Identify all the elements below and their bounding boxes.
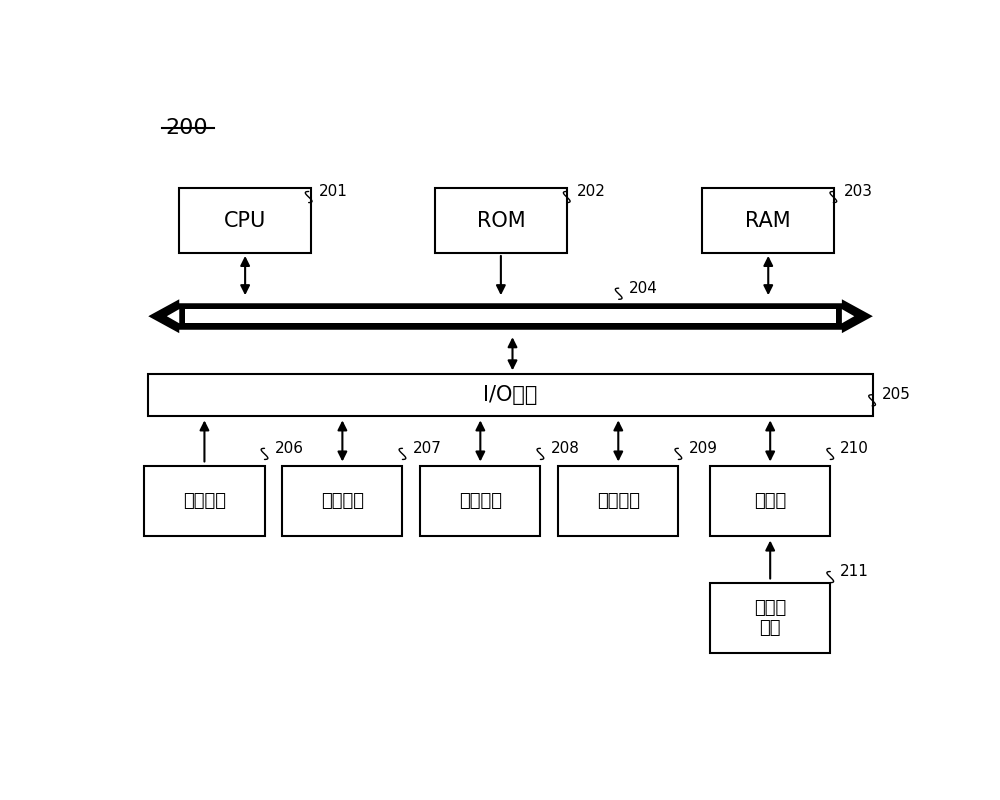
Text: I/O接口: I/O接口 (483, 386, 538, 406)
Text: 输出部分: 输出部分 (321, 492, 364, 510)
Text: 驱动器: 驱动器 (754, 492, 786, 510)
Text: 210: 210 (840, 441, 869, 456)
Text: 207: 207 (413, 441, 441, 456)
Text: 可拆卸
介质: 可拆卸 介质 (754, 598, 786, 638)
Polygon shape (842, 299, 873, 333)
Text: 208: 208 (550, 441, 579, 456)
Text: RAM: RAM (745, 210, 791, 230)
Text: 206: 206 (275, 441, 304, 456)
Text: 201: 201 (319, 184, 348, 199)
Text: 203: 203 (843, 184, 872, 199)
Bar (185, 310, 836, 323)
Bar (710, 582, 830, 654)
Bar (144, 466, 264, 537)
Text: CPU: CPU (224, 210, 266, 230)
Text: 202: 202 (577, 184, 606, 199)
Text: 209: 209 (688, 441, 717, 456)
Bar (710, 466, 830, 537)
Bar (558, 466, 678, 537)
Bar (179, 189, 311, 253)
Bar (435, 189, 567, 253)
Text: 211: 211 (840, 564, 869, 579)
Bar (179, 304, 842, 328)
Text: 通信部分: 通信部分 (597, 492, 640, 510)
Polygon shape (167, 309, 179, 323)
Polygon shape (148, 299, 179, 333)
Bar (702, 189, 834, 253)
Text: 储存部分: 储存部分 (459, 492, 502, 510)
Text: ROM: ROM (477, 210, 525, 230)
Polygon shape (842, 309, 854, 323)
Text: 205: 205 (882, 387, 911, 402)
Bar (420, 466, 540, 537)
Text: 200: 200 (165, 118, 208, 138)
Text: 204: 204 (629, 281, 658, 296)
Text: 输入部分: 输入部分 (183, 492, 226, 510)
Bar (148, 374, 873, 416)
Bar (282, 466, 402, 537)
